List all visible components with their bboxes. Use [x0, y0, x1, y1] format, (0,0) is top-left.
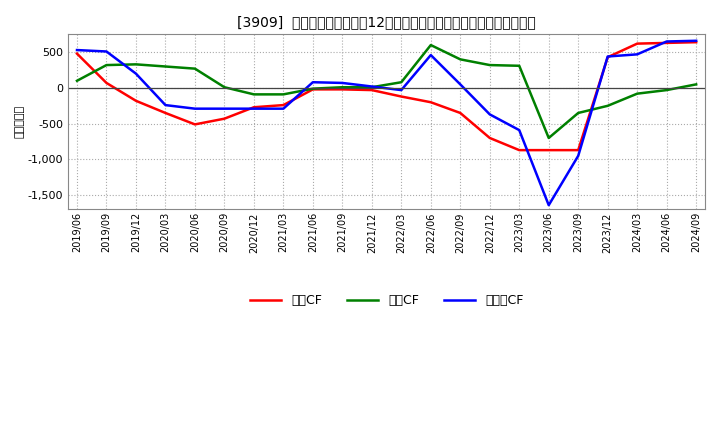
営業CF	[485, 136, 494, 141]
営業CF	[633, 41, 642, 46]
フリーCF	[220, 106, 229, 111]
投資CF	[692, 82, 701, 87]
Line: フリーCF: フリーCF	[77, 41, 696, 205]
営業CF	[73, 51, 81, 56]
投資CF	[73, 78, 81, 84]
営業CF	[692, 40, 701, 45]
投資CF	[309, 86, 318, 91]
投資CF	[456, 57, 464, 62]
Line: 投資CF: 投資CF	[77, 45, 696, 138]
フリーCF	[662, 39, 671, 44]
フリーCF	[426, 52, 435, 58]
投資CF	[220, 84, 229, 90]
投資CF	[102, 62, 111, 68]
営業CF	[397, 94, 405, 99]
フリーCF	[191, 106, 199, 111]
フリーCF	[485, 112, 494, 117]
投資CF	[338, 84, 346, 90]
営業CF	[367, 88, 376, 93]
営業CF	[191, 122, 199, 127]
投資CF	[161, 64, 170, 69]
投資CF	[515, 63, 523, 69]
営業CF	[102, 80, 111, 85]
営業CF	[250, 105, 258, 110]
フリーCF	[73, 48, 81, 53]
営業CF	[456, 110, 464, 116]
営業CF	[574, 147, 582, 153]
フリーCF	[515, 128, 523, 133]
フリーCF	[250, 106, 258, 111]
Title: [3909]  キャッシュフローの12か月移動合計の対前年同期増減額の推移: [3909] キャッシュフローの12か月移動合計の対前年同期増減額の推移	[237, 15, 536, 29]
フリーCF	[161, 103, 170, 108]
投資CF	[574, 110, 582, 116]
フリーCF	[309, 80, 318, 85]
投資CF	[397, 80, 405, 85]
投資CF	[132, 62, 140, 67]
Legend: 営業CF, 投資CF, フリーCF: 営業CF, 投資CF, フリーCF	[245, 289, 528, 312]
投資CF	[250, 92, 258, 97]
フリーCF	[692, 38, 701, 44]
フリーCF	[544, 202, 553, 208]
フリーCF	[132, 71, 140, 76]
フリーCF	[603, 54, 612, 59]
投資CF	[485, 62, 494, 68]
営業CF	[426, 99, 435, 105]
投資CF	[662, 88, 671, 93]
フリーCF	[338, 80, 346, 85]
投資CF	[603, 103, 612, 108]
フリーCF	[456, 82, 464, 87]
フリーCF	[279, 106, 288, 111]
フリーCF	[102, 49, 111, 54]
営業CF	[161, 110, 170, 116]
営業CF	[544, 147, 553, 153]
営業CF	[338, 87, 346, 92]
営業CF	[132, 98, 140, 103]
投資CF	[279, 92, 288, 97]
営業CF	[515, 147, 523, 153]
投資CF	[191, 66, 199, 71]
Y-axis label: （百万円）: （百万円）	[15, 105, 25, 139]
営業CF	[309, 87, 318, 92]
フリーCF	[574, 153, 582, 158]
投資CF	[544, 136, 553, 141]
フリーCF	[397, 88, 405, 93]
フリーCF	[633, 52, 642, 57]
Line: 営業CF: 営業CF	[77, 42, 696, 150]
営業CF	[603, 55, 612, 60]
営業CF	[662, 40, 671, 46]
投資CF	[426, 42, 435, 48]
投資CF	[367, 84, 376, 90]
投資CF	[633, 91, 642, 96]
営業CF	[279, 103, 288, 108]
フリーCF	[367, 84, 376, 89]
営業CF	[220, 116, 229, 121]
